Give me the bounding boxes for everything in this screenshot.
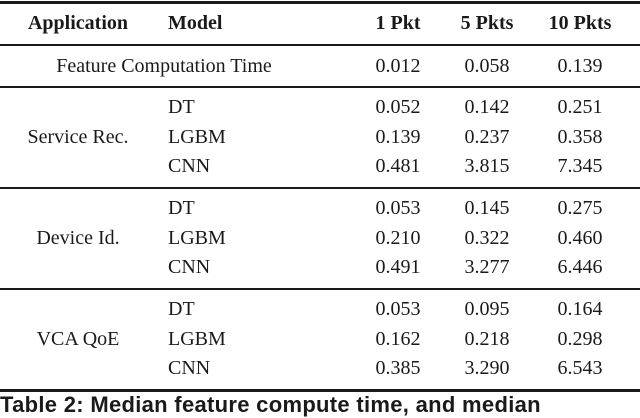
header-model: Model [168, 12, 223, 34]
time-value: 3.290 [464, 357, 510, 379]
table-caption: Table 2: Median feature compute time, an… [0, 392, 541, 417]
time-value: 0.210 [375, 226, 421, 249]
section-rule [0, 288, 640, 290]
time-value: 0.139 [375, 125, 421, 148]
application-label: Device Id. [36, 227, 120, 249]
time-value: 3.815 [464, 155, 510, 177]
model-label: LGBM [168, 327, 226, 350]
time-value: 0.460 [557, 226, 603, 249]
time-value: 0.491 [375, 256, 421, 278]
time-value: 0.145 [464, 197, 510, 219]
section-rule [0, 86, 640, 88]
time-value: 0.251 [557, 96, 603, 118]
model-label: DT [168, 197, 195, 219]
feature-value: 0.058 [464, 55, 510, 77]
section-rule [0, 187, 640, 189]
time-value: 0.053 [375, 298, 421, 320]
header-application: Application [27, 12, 129, 34]
time-value: 6.543 [557, 357, 603, 379]
time-value: 0.164 [557, 298, 603, 320]
application-label: Service Rec. [27, 126, 129, 148]
model-label: CNN [168, 155, 211, 177]
model-label: DT [168, 96, 195, 118]
feature-value: 0.139 [557, 55, 603, 77]
model-label: LGBM [168, 226, 226, 249]
header-rule [0, 44, 640, 46]
feature-row-label: Feature Computation Time [56, 55, 272, 77]
time-value: 0.218 [464, 327, 510, 350]
header-5pkts: 5 Pkts [460, 12, 514, 34]
time-value: 0.053 [375, 197, 421, 219]
time-value: 0.358 [557, 125, 603, 148]
time-value: 0.162 [375, 327, 421, 350]
time-value: 0.142 [464, 96, 510, 118]
feature-value: 0.012 [375, 55, 421, 77]
model-label: LGBM [168, 125, 226, 148]
model-label: DT [168, 298, 195, 320]
time-value: 0.237 [464, 125, 510, 148]
time-value: 0.052 [375, 96, 421, 118]
header-10pkts: 10 Pkts [548, 12, 612, 34]
bottom-rule [0, 389, 640, 392]
header-1pkt: 1 Pkt [375, 12, 421, 34]
time-value: 3.277 [464, 256, 510, 278]
time-value: 0.275 [557, 197, 603, 219]
time-value: 0.095 [464, 298, 510, 320]
top-rule [0, 1, 640, 4]
time-value: 0.481 [375, 155, 421, 177]
time-value: 0.322 [464, 226, 510, 249]
time-value: 0.385 [375, 357, 421, 379]
time-value: 6.446 [557, 256, 603, 278]
time-value: 0.298 [557, 327, 603, 350]
model-label: CNN [168, 256, 211, 278]
model-label: CNN [168, 357, 211, 379]
application-label: VCA QoE [36, 328, 120, 350]
time-value: 7.345 [557, 155, 603, 177]
